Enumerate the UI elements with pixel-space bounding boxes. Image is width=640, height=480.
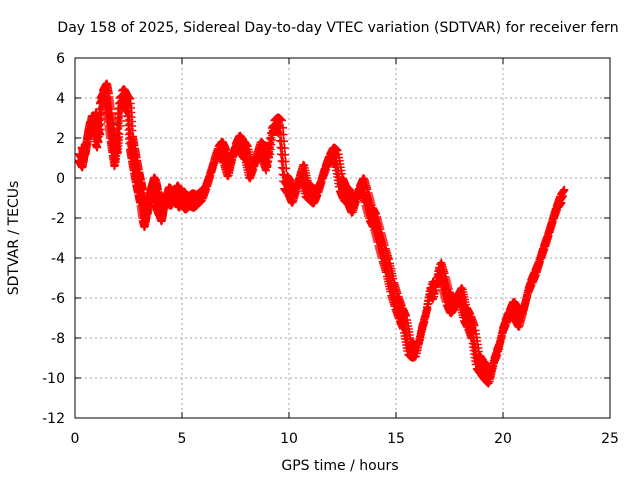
y-tick-label: -6 <box>51 291 65 307</box>
y-tick-label: 4 <box>56 91 65 107</box>
x-tick-label: 10 <box>280 431 298 447</box>
data-point <box>470 321 479 330</box>
x-tick-label: 0 <box>71 431 80 447</box>
data-point <box>461 300 470 309</box>
x-axis-title: GPS time / hours <box>281 458 398 474</box>
data-point <box>112 143 121 151</box>
y-tick-label: -4 <box>51 251 65 267</box>
data-point <box>457 284 466 292</box>
x-tick-label: 25 <box>601 431 619 447</box>
y-tick-label: 2 <box>56 131 65 147</box>
data-point <box>376 225 385 233</box>
y-axis-title: SDTVAR / TECUs <box>6 181 22 296</box>
x-tick-labels: 0 5 10 15 20 25 <box>71 431 619 447</box>
y-tick-label: -12 <box>42 411 65 427</box>
plot-frame <box>74 57 611 419</box>
data-point <box>227 156 236 165</box>
data-point <box>281 150 290 159</box>
data-point <box>280 144 289 152</box>
data-point <box>389 274 398 283</box>
data-point <box>282 164 291 173</box>
data-point <box>416 332 425 341</box>
data-point <box>493 351 502 360</box>
data-point <box>206 171 215 180</box>
y-tick-label: 6 <box>56 51 65 67</box>
y-tick-label: -10 <box>42 371 65 387</box>
data-point <box>560 185 569 194</box>
y-tick-label: 0 <box>56 171 65 187</box>
data-point <box>406 334 415 342</box>
data-point <box>440 269 449 278</box>
data-point <box>544 231 553 240</box>
data-point <box>420 317 429 326</box>
data-point <box>266 134 275 143</box>
data-point <box>278 123 287 132</box>
data-point <box>281 157 290 166</box>
data-point <box>558 192 567 200</box>
data-point <box>557 198 566 207</box>
data-point <box>280 137 289 146</box>
data-point <box>279 130 288 139</box>
x-tick-label: 20 <box>494 431 512 447</box>
data-point <box>497 332 506 341</box>
data-points <box>74 79 569 388</box>
data-point <box>518 310 527 318</box>
x-tick-label: 5 <box>178 431 187 447</box>
data-point <box>337 169 346 178</box>
data-point <box>523 292 532 301</box>
data-point <box>402 311 411 320</box>
chart-title: Day 158 of 2025, Sidereal Day-to-day VTE… <box>57 20 618 36</box>
y-tick-label: -2 <box>51 211 65 227</box>
y-tick-labels: -12 -10 -8 -6 -4 -2 0 2 4 6 <box>42 51 65 427</box>
data-point <box>363 185 372 194</box>
y-tick-label: -8 <box>51 331 65 347</box>
data-point <box>380 241 389 249</box>
data-point <box>474 347 483 356</box>
x-tick-label: 15 <box>387 431 405 447</box>
data-point <box>277 116 286 125</box>
data-point <box>384 255 393 264</box>
data-point <box>488 362 497 371</box>
data-point <box>333 146 342 155</box>
data-point <box>292 187 301 196</box>
grid-lines <box>75 58 610 418</box>
